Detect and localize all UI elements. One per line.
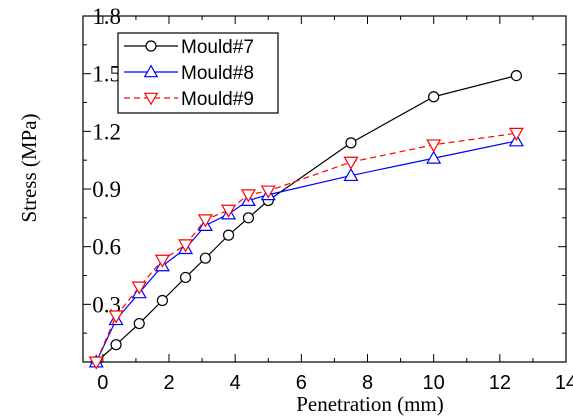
y-axis-label: Stress (MPa) — [17, 113, 41, 222]
data-point-circle — [199, 252, 212, 264]
data-point-circle — [133, 317, 145, 330]
data-point-triangle-down — [88, 356, 104, 370]
data-point-circle — [145, 40, 157, 52]
data-point-triangle-down — [108, 310, 124, 324]
data-point-triangle-down — [343, 156, 359, 170]
y-tick-label: 1.2 — [92, 119, 121, 144]
x-tick-label: 0 — [97, 372, 108, 394]
y-tick-label: 1.5 — [92, 62, 121, 87]
data-point-triangle-down — [221, 204, 237, 218]
data-point-triangle-up — [343, 167, 359, 182]
data-point-circle — [156, 294, 168, 307]
series-mould-8 — [88, 133, 524, 368]
data-point-circle — [345, 137, 357, 149]
x-tick-label: 6 — [296, 372, 307, 394]
x-tick-label: 12 — [489, 372, 511, 394]
data-point-triangle-down — [426, 139, 442, 153]
data-point-triangle-down — [178, 239, 194, 253]
axes: 0 2 4 6 8 10 12 140.30.60.91.21.51.8 — [82, 4, 573, 394]
data-point-circle — [179, 271, 192, 284]
data-point-triangle-down — [508, 127, 524, 141]
data-point-circle — [428, 91, 440, 103]
series-layer — [88, 69, 524, 370]
data-point-triangle-down — [143, 92, 159, 106]
data-point-triangle-down — [131, 281, 147, 295]
x-tick-label: 2 — [163, 372, 174, 394]
series-line — [95, 132, 517, 363]
series-mould-7 — [90, 69, 522, 368]
legend-label: Mould#7 — [181, 37, 254, 58]
y-tick-label: 0.9 — [92, 177, 121, 202]
y-tick-label: 0.6 — [92, 235, 121, 260]
data-point-triangle-down — [260, 185, 276, 199]
x-tick-label: 14 — [555, 372, 573, 394]
x-axis-label: Penetration (mm) — [296, 392, 444, 416]
legend: Mould#7 Mould#8 Mould#9 — [117, 32, 279, 114]
x-tick-label: 10 — [423, 372, 445, 394]
legend-label: Mould#9 — [181, 89, 254, 110]
series-mould-9 — [88, 127, 524, 370]
data-point-circle — [222, 229, 235, 241]
data-point-triangle-down — [197, 214, 213, 228]
data-point-triangle-down — [240, 189, 256, 203]
x-tick-label: 4 — [230, 372, 241, 394]
data-point-circle — [110, 339, 122, 351]
data-point-triangle-down — [154, 254, 170, 268]
data-point-circle — [510, 69, 522, 82]
series-line — [95, 75, 517, 363]
legend-label: Mould#8 — [181, 63, 254, 84]
data-point-triangle-up — [426, 150, 442, 164]
y-tick-label: 1.8 — [92, 4, 121, 29]
data-point-triangle-up — [143, 64, 159, 78]
data-point-circle — [242, 212, 255, 224]
x-tick-label: 8 — [362, 372, 373, 394]
